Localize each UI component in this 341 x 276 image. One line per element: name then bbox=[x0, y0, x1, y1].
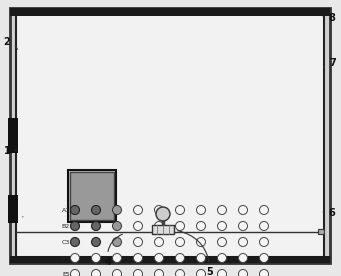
Circle shape bbox=[218, 269, 226, 276]
Text: 4: 4 bbox=[105, 234, 122, 267]
Circle shape bbox=[238, 253, 248, 262]
Circle shape bbox=[260, 269, 268, 276]
Text: 7: 7 bbox=[324, 58, 336, 68]
Circle shape bbox=[196, 253, 206, 262]
Circle shape bbox=[91, 253, 101, 262]
Circle shape bbox=[154, 222, 163, 230]
Circle shape bbox=[196, 206, 206, 214]
Circle shape bbox=[176, 206, 184, 214]
Circle shape bbox=[91, 238, 101, 246]
Circle shape bbox=[91, 269, 101, 276]
Circle shape bbox=[260, 222, 268, 230]
Circle shape bbox=[218, 222, 226, 230]
Circle shape bbox=[154, 253, 163, 262]
Circle shape bbox=[260, 206, 268, 214]
Circle shape bbox=[133, 238, 143, 246]
Circle shape bbox=[133, 206, 143, 214]
Text: D4: D4 bbox=[61, 256, 70, 261]
Circle shape bbox=[91, 206, 101, 214]
Circle shape bbox=[238, 222, 248, 230]
Text: 1: 1 bbox=[4, 146, 16, 156]
Circle shape bbox=[154, 269, 163, 276]
Text: A1: A1 bbox=[62, 208, 70, 213]
Circle shape bbox=[133, 222, 143, 230]
Text: C3: C3 bbox=[62, 240, 70, 245]
Circle shape bbox=[260, 253, 268, 262]
Circle shape bbox=[113, 253, 121, 262]
Circle shape bbox=[113, 222, 121, 230]
Bar bbox=[8, 118, 18, 153]
Circle shape bbox=[154, 238, 163, 246]
Circle shape bbox=[71, 222, 79, 230]
Circle shape bbox=[71, 206, 79, 214]
Circle shape bbox=[238, 269, 248, 276]
Circle shape bbox=[176, 269, 184, 276]
Circle shape bbox=[218, 238, 226, 246]
Bar bbox=[152, 225, 174, 234]
Circle shape bbox=[238, 206, 248, 214]
Circle shape bbox=[176, 222, 184, 230]
Circle shape bbox=[133, 269, 143, 276]
Circle shape bbox=[113, 238, 121, 246]
Circle shape bbox=[71, 269, 79, 276]
Circle shape bbox=[91, 222, 101, 230]
Circle shape bbox=[196, 269, 206, 276]
Bar bbox=[10, 256, 330, 263]
Bar bbox=[16, 13, 324, 257]
Circle shape bbox=[196, 238, 206, 246]
Text: 2: 2 bbox=[4, 37, 17, 49]
Circle shape bbox=[218, 206, 226, 214]
Circle shape bbox=[176, 238, 184, 246]
Bar bbox=[318, 229, 324, 234]
Bar bbox=[68, 170, 116, 222]
Text: 8: 8 bbox=[323, 13, 336, 23]
Circle shape bbox=[260, 238, 268, 246]
Circle shape bbox=[176, 253, 184, 262]
Circle shape bbox=[196, 222, 206, 230]
Text: B2: B2 bbox=[62, 224, 70, 229]
Circle shape bbox=[71, 253, 79, 262]
Circle shape bbox=[218, 253, 226, 262]
Bar bbox=[8, 195, 18, 223]
Circle shape bbox=[113, 206, 121, 214]
Text: 6: 6 bbox=[323, 208, 336, 218]
Circle shape bbox=[238, 238, 248, 246]
Circle shape bbox=[156, 207, 170, 221]
Circle shape bbox=[71, 238, 79, 246]
Circle shape bbox=[133, 253, 143, 262]
Circle shape bbox=[113, 269, 121, 276]
Circle shape bbox=[154, 206, 163, 214]
Bar bbox=[70, 172, 114, 220]
Text: 3: 3 bbox=[11, 213, 23, 223]
Text: 5: 5 bbox=[178, 231, 213, 276]
Text: E5: E5 bbox=[62, 272, 70, 276]
Bar bbox=[10, 8, 330, 16]
